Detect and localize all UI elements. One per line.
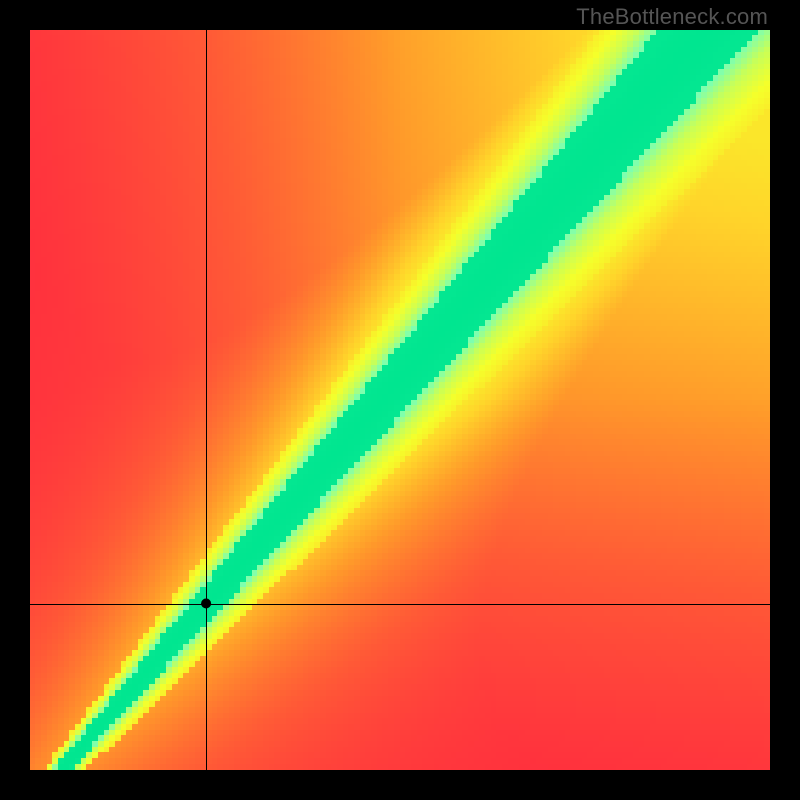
crosshair-vertical	[206, 30, 207, 770]
bottleneck-heatmap	[30, 30, 770, 770]
crosshair-horizontal	[30, 604, 770, 605]
watermark-text: TheBottleneck.com	[576, 4, 768, 30]
